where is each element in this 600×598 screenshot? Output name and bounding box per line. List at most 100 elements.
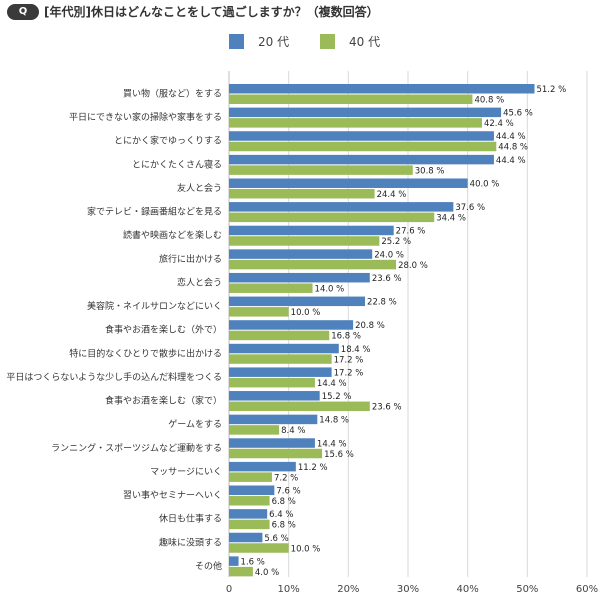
bar-40s <box>229 236 380 246</box>
value-label: 16.8 % <box>331 332 361 342</box>
bar-40s <box>229 307 289 317</box>
value-label: 11.2 % <box>298 463 328 473</box>
category-label: 読書や映画などを楽しむ <box>123 229 222 241</box>
bar-40s <box>229 354 332 364</box>
category-label: 休日も仕事する <box>159 513 222 525</box>
value-label: 34.4 % <box>436 214 466 224</box>
legend-item-20s: 20 代 <box>229 33 289 50</box>
bar-20s <box>229 391 320 401</box>
value-label: 40.8 % <box>474 96 504 106</box>
legend-item-40s: 40 代 <box>320 33 380 50</box>
value-label: 15.2 % <box>322 392 352 402</box>
bar-20s <box>229 178 468 188</box>
bar-20s <box>229 202 454 212</box>
value-label: 17.2 % <box>334 355 364 365</box>
value-label: 17.2 % <box>334 368 364 378</box>
value-label: 28.0 % <box>398 261 428 271</box>
category-label: マッサージにいく <box>150 466 222 477</box>
category-label: 食事やお酒を楽しむ（家で） <box>105 395 222 407</box>
value-label: 5.6 % <box>264 534 288 544</box>
bar-40s <box>229 94 473 104</box>
category-label: 特に目的なくひとりで散歩に出かける <box>69 347 222 359</box>
value-label: 45.6 % <box>503 109 533 119</box>
value-label: 24.4 % <box>377 190 407 200</box>
value-label: 23.6 % <box>372 274 402 284</box>
bar-20s <box>229 154 494 165</box>
bar-20s <box>229 107 502 118</box>
question-badge: Q <box>7 4 39 20</box>
bar-40s <box>229 425 280 435</box>
value-label: 10.0 % <box>291 544 321 554</box>
category-label: 家でテレビ・録画番組などを見る <box>87 206 222 218</box>
category-label: 食事やお酒を楽しむ（外で） <box>105 324 222 336</box>
value-label: 20.8 % <box>355 321 385 331</box>
category-label: ランニング・スポーツジムなど運動をする <box>51 442 222 454</box>
value-label: 51.2 % <box>536 85 566 95</box>
bar-40s <box>229 141 497 152</box>
bar-40s <box>229 472 272 482</box>
category-label: その他 <box>195 560 222 572</box>
bar-40s <box>229 543 289 553</box>
bar-20s <box>229 532 263 543</box>
category-label: 旅行に出かける <box>159 253 222 265</box>
value-label: 14.4 % <box>317 379 347 389</box>
legend-swatch-20s <box>229 34 244 49</box>
category-label: 友人と会う <box>177 182 222 194</box>
bar-20s <box>229 84 535 94</box>
x-tick-label: 30% <box>397 584 419 595</box>
category-label: 恋人と会う <box>177 276 222 288</box>
bar-20s <box>229 438 315 448</box>
value-label: 30.8 % <box>415 166 445 176</box>
value-label: 37.6 % <box>455 203 485 213</box>
bar-20s <box>229 556 239 566</box>
value-label: 4.0 % <box>255 568 279 578</box>
bar-40s <box>229 259 397 270</box>
value-label: 7.2 % <box>274 473 298 483</box>
bar-40s <box>229 401 370 412</box>
bar-20s <box>229 509 268 519</box>
bar-20s <box>229 296 366 307</box>
bar-40s <box>229 118 482 128</box>
x-tick-label: 10% <box>278 584 300 595</box>
legend-swatch-40s <box>320 34 335 49</box>
bar-40s <box>229 165 413 175</box>
value-label: 1.6 % <box>241 557 265 567</box>
value-label: 40.0 % <box>470 179 500 189</box>
value-label: 8.4 % <box>281 426 305 436</box>
category-label: ゲームをする <box>168 418 222 430</box>
bar-40s <box>229 496 270 506</box>
bar-20s <box>229 320 354 330</box>
bar-40s <box>229 566 253 577</box>
value-label: 7.6 % <box>276 487 300 497</box>
value-label: 44.8 % <box>498 143 528 153</box>
x-tick-label: 40% <box>457 584 479 595</box>
value-label: 6.8 % <box>272 521 296 531</box>
category-label: とにかくたくさん寝る <box>132 158 222 170</box>
chart-title: [年代別]休日はどんなことをして過ごしますか？（複数回答） <box>44 5 379 19</box>
x-tick-label: 60% <box>576 584 598 595</box>
category-label: 平日にできない家の掃除や家事をする <box>69 111 222 123</box>
bar-20s <box>229 225 394 236</box>
value-label: 14.0 % <box>315 284 345 294</box>
bar-20s <box>229 343 339 354</box>
value-label: 25.2 % <box>381 237 411 247</box>
legend-label-40s: 40 代 <box>349 35 381 49</box>
value-label: 6.4 % <box>269 510 293 520</box>
x-tick-label: 0 <box>226 584 232 595</box>
value-label: 44.4 % <box>496 132 526 142</box>
category-label: 買い物（服など）をする <box>123 88 222 100</box>
value-label: 24.0 % <box>374 250 404 260</box>
bar-40s <box>229 519 270 530</box>
category-label: 美容院・ネイルサロンなどにいく <box>87 300 222 312</box>
bar-20s <box>229 131 494 141</box>
legend-label-20s: 20 代 <box>258 35 290 49</box>
legend: 20 代 40 代 <box>0 33 600 49</box>
bar-20s <box>229 414 318 425</box>
bar-40s <box>229 212 435 223</box>
value-label: 22.8 % <box>367 298 397 308</box>
bar-20s <box>229 272 370 283</box>
value-label: 27.6 % <box>396 227 426 237</box>
category-label: とにかく家でゆっくりする <box>114 135 222 147</box>
x-tick-label: 50% <box>516 584 538 595</box>
